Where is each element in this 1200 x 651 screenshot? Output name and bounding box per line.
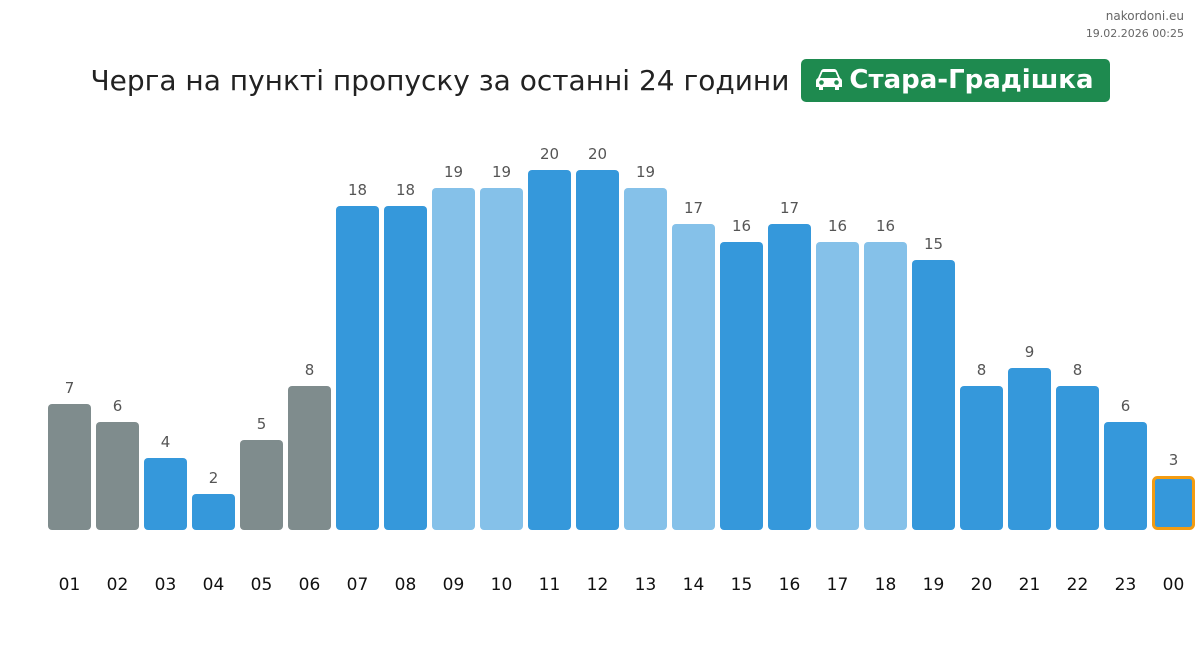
bar-13 (624, 188, 667, 530)
x-tick-11: 11 (539, 575, 561, 595)
x-tick-08: 08 (395, 575, 417, 595)
value-label-17: 16 (828, 217, 847, 235)
x-tick-21: 21 (1019, 575, 1041, 595)
x-tick-16: 16 (779, 575, 801, 595)
value-label-22: 8 (1073, 361, 1083, 379)
value-label-03: 4 (161, 433, 171, 451)
bar-12 (576, 170, 619, 530)
checkpoint-name: Стара-Градішка (849, 65, 1094, 95)
x-tick-17: 17 (827, 575, 849, 595)
x-tick-15: 15 (731, 575, 753, 595)
x-tick-03: 03 (155, 575, 177, 595)
bar-02 (96, 422, 139, 530)
bar-21 (1008, 368, 1051, 530)
value-label-09: 19 (444, 163, 463, 181)
x-tick-18: 18 (875, 575, 897, 595)
timestamp: 19.02.2026 00:25 (1085, 27, 1184, 40)
site-info: nakordoni.eu 19.02.2026 00:25 (1086, 8, 1184, 42)
value-label-20: 8 (977, 361, 987, 379)
site-name: nakordoni.eu (1105, 9, 1184, 23)
value-label-15: 16 (732, 217, 751, 235)
value-label-02: 6 (113, 397, 123, 415)
bar-19 (912, 260, 955, 530)
bar-05 (240, 440, 283, 530)
bar-18 (864, 242, 907, 530)
x-tick-00: 00 (1163, 575, 1185, 595)
x-tick-06: 06 (299, 575, 321, 595)
chart-title: Черга на пункті пропуску за останні 24 г… (90, 63, 790, 97)
x-tick-14: 14 (683, 575, 705, 595)
bar-09 (432, 188, 475, 530)
value-label-07: 18 (348, 181, 367, 199)
value-label-19: 15 (924, 235, 943, 253)
bar-06 (288, 386, 331, 530)
bar-23 (1104, 422, 1147, 530)
value-label-13: 19 (636, 163, 655, 181)
bar-20 (960, 386, 1003, 530)
value-label-08: 18 (396, 181, 415, 199)
x-tick-20: 20 (971, 575, 993, 595)
title-row: Черга на пункті пропуску за останні 24 г… (0, 58, 1200, 102)
value-label-23: 6 (1121, 397, 1131, 415)
x-tick-04: 04 (203, 575, 225, 595)
x-tick-12: 12 (587, 575, 609, 595)
value-label-18: 16 (876, 217, 895, 235)
x-tick-22: 22 (1067, 575, 1089, 595)
x-tick-10: 10 (491, 575, 513, 595)
car-icon (816, 69, 843, 90)
value-label-05: 5 (257, 415, 267, 433)
x-tick-09: 09 (443, 575, 465, 595)
bar-03 (144, 458, 187, 530)
value-label-14: 17 (684, 199, 703, 217)
value-label-00: 3 (1169, 451, 1179, 469)
x-tick-01: 01 (59, 575, 81, 595)
bar-17 (816, 242, 859, 530)
value-label-12: 20 (588, 145, 607, 163)
bar-22 (1056, 386, 1099, 530)
x-tick-05: 05 (251, 575, 273, 595)
value-label-11: 20 (540, 145, 559, 163)
bar-00 (1152, 476, 1195, 530)
bar-11 (528, 170, 571, 530)
value-label-04: 2 (209, 469, 219, 487)
bar-16 (768, 224, 811, 530)
bar-10 (480, 188, 523, 530)
x-tick-07: 07 (347, 575, 369, 595)
bar-07 (336, 206, 379, 530)
value-label-21: 9 (1025, 343, 1035, 361)
bar-08 (384, 206, 427, 530)
x-tick-13: 13 (635, 575, 657, 595)
bar-01 (48, 404, 91, 530)
x-tick-02: 02 (107, 575, 129, 595)
bar-15 (720, 242, 763, 530)
bar-04 (192, 494, 235, 530)
value-label-01: 7 (65, 379, 75, 397)
value-label-10: 19 (492, 163, 511, 181)
x-tick-19: 19 (923, 575, 945, 595)
bar-14 (672, 224, 715, 530)
value-label-06: 8 (305, 361, 315, 379)
checkpoint-badge: Стара-Градішка (801, 58, 1110, 102)
value-label-16: 17 (780, 199, 799, 217)
x-tick-23: 23 (1115, 575, 1137, 595)
